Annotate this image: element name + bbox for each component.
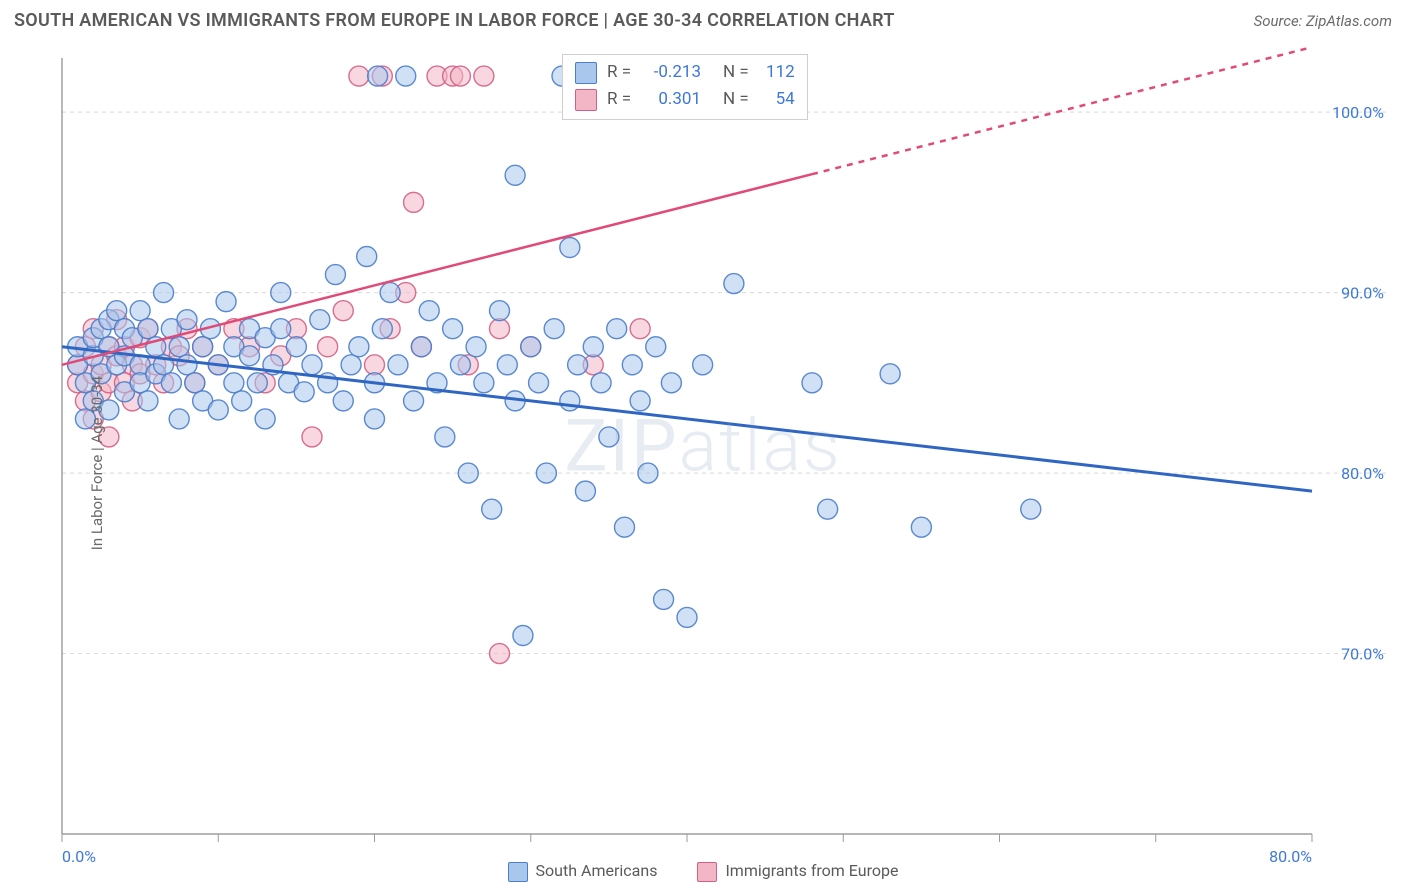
corr-r-label: R = — [607, 86, 631, 113]
chart-header: SOUTH AMERICAN VS IMMIGRANTS FROM EUROPE… — [0, 0, 1406, 37]
source-attribution: Source: ZipAtlas.com — [1254, 12, 1392, 30]
legend-swatch — [697, 862, 717, 882]
corr-n-label: N = — [723, 59, 749, 86]
corr-n-value: 54 — [759, 86, 795, 113]
corr-r-value: 0.301 — [641, 86, 701, 113]
scatter-chart: 0.0%80.0%70.0%80.0%90.0%100.0% — [14, 44, 1392, 882]
correlation-summary-box: R = -0.213 N = 112 R = 0.301 N = 54 — [562, 54, 808, 120]
corr-r-label: R = — [607, 59, 631, 86]
series-swatch — [575, 89, 597, 111]
chart-container: In Labor Force | Age 30-34 ZIPatlas 0.0%… — [14, 44, 1392, 882]
legend-item: South Americans — [508, 861, 658, 882]
svg-text:70.0%: 70.0% — [1341, 645, 1384, 664]
svg-text:80.0%: 80.0% — [1341, 464, 1384, 483]
corr-r-value: -0.213 — [641, 59, 701, 86]
corr-n-label: N = — [723, 86, 749, 113]
chart-title: SOUTH AMERICAN VS IMMIGRANTS FROM EUROPE… — [14, 10, 895, 31]
y-axis-label: In Labor Force | Age 30-34 — [88, 376, 106, 550]
legend-item: Immigrants from Europe — [697, 861, 898, 882]
corr-n-value: 112 — [759, 59, 795, 86]
legend-swatch — [508, 862, 528, 882]
legend-bottom: South Americans Immigrants from Europe — [14, 861, 1392, 882]
correlation-row: R = 0.301 N = 54 — [575, 86, 795, 113]
legend-label: South Americans — [536, 861, 658, 880]
svg-text:90.0%: 90.0% — [1341, 284, 1384, 303]
series-swatch — [575, 62, 597, 84]
svg-text:100.0%: 100.0% — [1332, 103, 1384, 122]
correlation-row: R = -0.213 N = 112 — [575, 59, 795, 86]
legend-label: Immigrants from Europe — [725, 861, 898, 880]
